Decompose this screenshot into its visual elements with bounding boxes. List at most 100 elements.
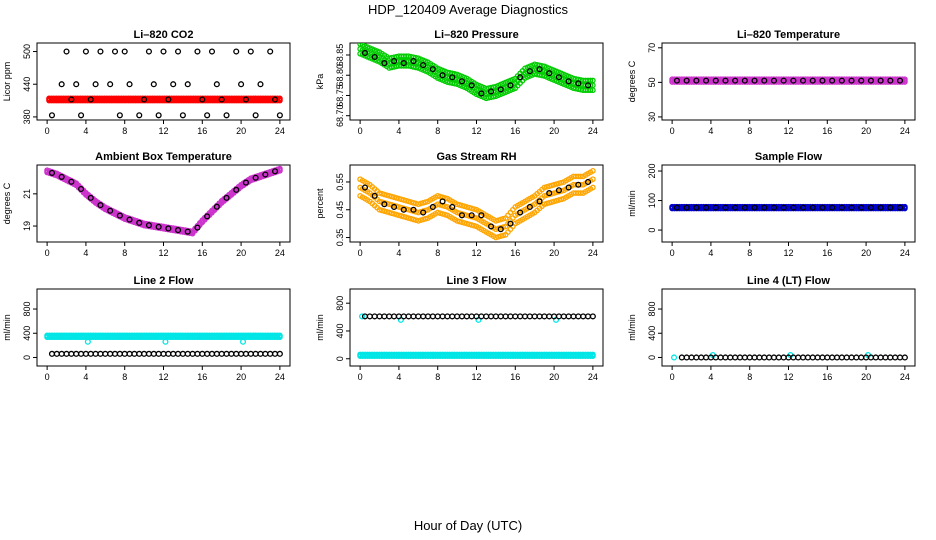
- data-point: [531, 313, 538, 320]
- y-tick-label: 400: [22, 326, 32, 341]
- band-marker: [500, 215, 507, 222]
- band-marker: [410, 216, 417, 223]
- y-tick-label: 68.75: [335, 84, 345, 107]
- data-point: [242, 96, 249, 103]
- data-point: [424, 313, 432, 320]
- data-point: [770, 77, 778, 84]
- y-tick-label: 400: [647, 326, 657, 341]
- band-marker: [388, 193, 395, 200]
- data-point: [174, 227, 182, 234]
- data-point: [683, 354, 690, 361]
- data-point: [391, 203, 398, 211]
- x-tick-label: 20: [236, 126, 246, 136]
- data-point: [741, 77, 748, 84]
- data-point: [507, 313, 514, 320]
- data-point: [410, 313, 417, 320]
- band-marker: [400, 197, 407, 203]
- data-point: [271, 168, 279, 175]
- x-tick-label: 16: [197, 126, 207, 136]
- band-marker: [459, 202, 465, 209]
- data-point: [468, 82, 475, 89]
- data-point: [555, 187, 562, 194]
- data-point: [444, 313, 451, 320]
- data-point: [218, 350, 225, 357]
- x-tick-label: 8: [747, 372, 752, 382]
- data-point: [829, 204, 836, 211]
- x-tick-label: 20: [861, 248, 871, 258]
- y-tick-label: 100: [647, 193, 657, 208]
- data-point: [145, 350, 153, 357]
- band-marker: [400, 213, 407, 220]
- data-point: [208, 48, 216, 55]
- band-marker: [558, 196, 565, 203]
- band-marker: [577, 181, 584, 188]
- band-marker: [277, 165, 283, 172]
- data-point: [136, 112, 143, 119]
- x-tick-label: 16: [822, 248, 832, 258]
- data-point: [439, 72, 446, 79]
- series-layer: [669, 203, 908, 212]
- data-point: [468, 212, 475, 219]
- data-point: [853, 354, 860, 361]
- data-point: [361, 49, 369, 57]
- band-marker: [417, 217, 424, 224]
- data-point: [526, 68, 533, 75]
- band-marker: [577, 173, 584, 180]
- band-marker: [553, 181, 560, 187]
- data-point: [673, 77, 681, 84]
- data-point: [580, 313, 587, 320]
- y-tick-label: 0: [647, 355, 657, 360]
- data-point: [228, 350, 235, 357]
- band-marker: [541, 201, 548, 208]
- data-point: [58, 173, 65, 180]
- data-point: [87, 350, 94, 357]
- data-point: [867, 77, 874, 84]
- data-point: [693, 204, 700, 211]
- data-point: [799, 354, 807, 361]
- data-point: [208, 350, 216, 357]
- y-tick-label: 200: [647, 164, 657, 179]
- data-point: [92, 350, 99, 357]
- data-point: [97, 350, 104, 357]
- data-point: [872, 354, 879, 361]
- x-tick-label: 0: [358, 372, 363, 382]
- x-tick-label: 4: [83, 372, 88, 382]
- data-point: [809, 77, 816, 84]
- data-point: [68, 350, 75, 357]
- band-marker: [543, 183, 550, 190]
- data-point: [391, 313, 398, 320]
- data-point: [434, 313, 441, 320]
- data-point: [218, 96, 225, 103]
- panel-4: Ambient Box Temperature degrees C 0 4 8 12 16 2…: [2, 151, 291, 258]
- band-marker: [393, 211, 400, 218]
- data-point: [780, 204, 787, 211]
- panel-title: Li–820 Pressure: [434, 29, 518, 41]
- data-point: [276, 112, 283, 119]
- data-point: [502, 313, 509, 320]
- data-point: [790, 77, 797, 84]
- data-point: [507, 82, 514, 89]
- data-point: [121, 350, 128, 357]
- data-point: [92, 81, 99, 88]
- y-tick-label: 21: [22, 189, 32, 199]
- band-marker: [381, 191, 388, 198]
- data-point: [136, 350, 143, 357]
- band-marker: [442, 203, 448, 210]
- data-point: [252, 112, 259, 119]
- data-point: [97, 202, 104, 209]
- data-point: [213, 81, 220, 88]
- data-point: [155, 112, 162, 119]
- data-point: [887, 77, 894, 84]
- band-marker: [398, 196, 405, 203]
- data-point: [795, 354, 802, 361]
- data-point: [141, 96, 148, 103]
- data-point: [703, 204, 710, 211]
- band-marker: [454, 218, 460, 224]
- data-point: [400, 60, 407, 67]
- data-point: [97, 48, 104, 55]
- x-tick-label: 12: [471, 248, 481, 258]
- data-point: [111, 48, 119, 55]
- data-point: [116, 212, 123, 219]
